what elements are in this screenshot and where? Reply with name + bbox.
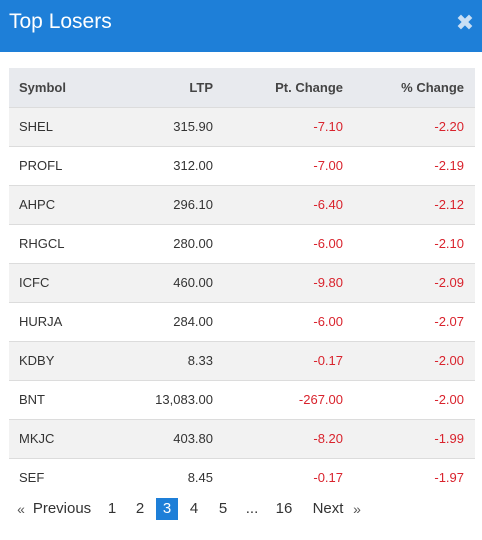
pt-change-cell: -9.80 (213, 262, 343, 302)
ltp-cell: 312.00 (119, 145, 213, 185)
close-icon[interactable]: ✖ (455, 10, 475, 35)
modal-header: Top Losers ✖ (0, 0, 482, 52)
symbol-cell: PROFL (9, 145, 119, 185)
pct-change-cell: -1.99 (343, 418, 475, 458)
pt-change-cell: -7.00 (213, 145, 343, 185)
symbol-cell: RHGCL (9, 223, 119, 263)
table-row[interactable]: AHPC 296.10 -6.40 -2.12 (9, 184, 475, 224)
pct-change-cell: -2.09 (343, 262, 475, 302)
table-row[interactable]: BNT 13,083.00 -267.00 -2.00 (9, 379, 475, 419)
next-page-link[interactable]: Next (312, 500, 344, 517)
ltp-cell: 280.00 (119, 223, 213, 263)
symbol-cell: SHEL (9, 106, 119, 146)
pct-change-cell: -2.20 (343, 106, 475, 146)
symbol-cell: HURJA (9, 301, 119, 341)
column-header-ltp[interactable]: LTP (119, 68, 213, 107)
table-row[interactable]: ICFC 460.00 -9.80 -2.09 (9, 262, 475, 302)
ltp-cell: 8.33 (119, 340, 213, 380)
pct-change-cell: -2.19 (343, 145, 475, 185)
ltp-cell: 403.80 (119, 418, 213, 458)
pt-change-cell: -6.00 (213, 301, 343, 341)
pt-change-cell: -6.40 (213, 184, 343, 224)
table-row[interactable]: SEF 8.45 -0.17 -1.97 (9, 457, 475, 497)
pagination: « Previous 1 2 3 4 5 ... 16 Next » (12, 497, 364, 521)
pt-change-cell: -8.20 (213, 418, 343, 458)
pt-change-cell: -0.17 (213, 457, 343, 497)
page-ellipsis: ... (245, 500, 259, 517)
ltp-cell: 284.00 (119, 301, 213, 341)
page-link-1[interactable]: 1 (107, 500, 117, 517)
previous-arrow-icon[interactable]: « (17, 501, 25, 517)
table-row[interactable]: HURJA 284.00 -6.00 -2.07 (9, 301, 475, 341)
pct-change-cell: -2.00 (343, 379, 475, 419)
pt-change-cell: -0.17 (213, 340, 343, 380)
table-header-row: Symbol LTP Pt. Change % Change (9, 68, 475, 107)
column-header-pt-change[interactable]: Pt. Change (213, 68, 343, 107)
ltp-cell: 13,083.00 (119, 379, 213, 419)
page-link-3-current[interactable]: 3 (156, 498, 178, 520)
table-row[interactable]: PROFL 312.00 -7.00 -2.19 (9, 145, 475, 185)
symbol-cell: ICFC (9, 262, 119, 302)
pct-change-cell: -2.00 (343, 340, 475, 380)
ltp-cell: 8.45 (119, 457, 213, 497)
column-header-pct-change[interactable]: % Change (343, 68, 475, 107)
table-row[interactable]: RHGCL 280.00 -6.00 -2.10 (9, 223, 475, 263)
ltp-cell: 296.10 (119, 184, 213, 224)
column-header-symbol[interactable]: Symbol (9, 68, 119, 107)
ltp-cell: 460.00 (119, 262, 213, 302)
symbol-cell: KDBY (9, 340, 119, 380)
page-link-4[interactable]: 4 (189, 500, 199, 517)
modal-title: Top Losers (9, 10, 112, 33)
pct-change-cell: -2.10 (343, 223, 475, 263)
page-link-16[interactable]: 16 (275, 500, 293, 517)
next-arrow-icon[interactable]: » (353, 501, 361, 517)
pt-change-cell: -7.10 (213, 106, 343, 146)
table-row[interactable]: KDBY 8.33 -0.17 -2.00 (9, 340, 475, 380)
symbol-cell: SEF (9, 457, 119, 497)
symbol-cell: BNT (9, 379, 119, 419)
top-losers-table: Symbol LTP Pt. Change % Change SHEL 315.9… (9, 68, 475, 497)
pct-change-cell: -1.97 (343, 457, 475, 497)
symbol-cell: AHPC (9, 184, 119, 224)
symbol-cell: MKJC (9, 418, 119, 458)
table-row[interactable]: SHEL 315.90 -7.10 -2.20 (9, 106, 475, 146)
ltp-cell: 315.90 (119, 106, 213, 146)
previous-page-link[interactable]: Previous (32, 500, 92, 517)
pct-change-cell: -2.07 (343, 301, 475, 341)
table-row[interactable]: MKJC 403.80 -8.20 -1.99 (9, 418, 475, 458)
page-link-5[interactable]: 5 (218, 500, 228, 517)
page-link-2[interactable]: 2 (135, 500, 145, 517)
pt-change-cell: -267.00 (213, 379, 343, 419)
pct-change-cell: -2.12 (343, 184, 475, 224)
pt-change-cell: -6.00 (213, 223, 343, 263)
